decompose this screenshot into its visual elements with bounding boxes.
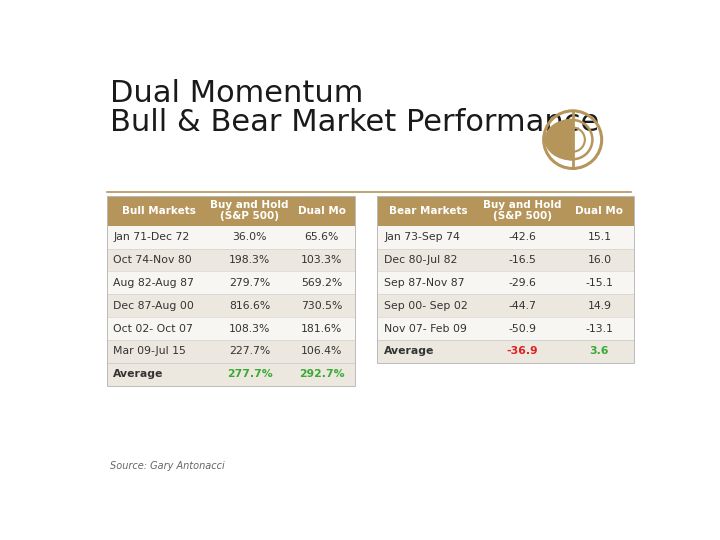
Text: Dec 80-Jul 82: Dec 80-Jul 82	[384, 255, 457, 265]
FancyBboxPatch shape	[107, 226, 355, 248]
Text: Sep 00- Sep 02: Sep 00- Sep 02	[384, 301, 468, 310]
Text: Jan 71-Dec 72: Jan 71-Dec 72	[114, 232, 189, 242]
Text: Buy and Hold
(S&P 500): Buy and Hold (S&P 500)	[210, 200, 289, 221]
Text: 65.6%: 65.6%	[305, 232, 338, 242]
Text: -44.7: -44.7	[508, 301, 536, 310]
Text: -36.9: -36.9	[507, 347, 539, 356]
Text: Source: Gary Antonacci: Source: Gary Antonacci	[109, 462, 225, 471]
Text: Average: Average	[384, 347, 434, 356]
Text: -42.6: -42.6	[508, 232, 536, 242]
Text: Jan 73-Sep 74: Jan 73-Sep 74	[384, 232, 460, 242]
Text: 816.6%: 816.6%	[229, 301, 270, 310]
Text: -16.5: -16.5	[508, 255, 536, 265]
Text: 569.2%: 569.2%	[301, 278, 342, 288]
Text: 730.5%: 730.5%	[301, 301, 342, 310]
Text: Average: Average	[114, 369, 164, 380]
FancyBboxPatch shape	[377, 226, 634, 248]
FancyBboxPatch shape	[377, 248, 634, 272]
FancyBboxPatch shape	[107, 317, 355, 340]
Text: 181.6%: 181.6%	[301, 323, 342, 334]
FancyBboxPatch shape	[107, 248, 355, 272]
FancyBboxPatch shape	[377, 272, 634, 294]
Text: Oct 02- Oct 07: Oct 02- Oct 07	[114, 323, 193, 334]
Text: Buy and Hold
(S&P 500): Buy and Hold (S&P 500)	[483, 200, 562, 221]
Text: Dual Mo: Dual Mo	[297, 206, 346, 216]
FancyBboxPatch shape	[107, 363, 355, 386]
Text: 227.7%: 227.7%	[229, 347, 270, 356]
Text: Oct 74-Nov 80: Oct 74-Nov 80	[114, 255, 192, 265]
Text: Aug 82-Aug 87: Aug 82-Aug 87	[114, 278, 194, 288]
FancyBboxPatch shape	[107, 294, 355, 317]
Text: 106.4%: 106.4%	[301, 347, 342, 356]
Text: Bull & Bear Market Performance: Bull & Bear Market Performance	[109, 109, 599, 138]
FancyBboxPatch shape	[377, 294, 634, 317]
Text: Dual Momentum: Dual Momentum	[109, 79, 363, 109]
Text: 198.3%: 198.3%	[229, 255, 270, 265]
Text: 103.3%: 103.3%	[301, 255, 342, 265]
Text: -50.9: -50.9	[508, 323, 536, 334]
Text: Bull Markets: Bull Markets	[122, 206, 196, 216]
Text: 14.9: 14.9	[588, 301, 611, 310]
Wedge shape	[544, 119, 572, 160]
Text: Dual Mo: Dual Mo	[575, 206, 624, 216]
Text: 15.1: 15.1	[588, 232, 611, 242]
FancyBboxPatch shape	[107, 272, 355, 294]
Text: 108.3%: 108.3%	[229, 323, 270, 334]
FancyBboxPatch shape	[107, 340, 355, 363]
FancyBboxPatch shape	[107, 196, 355, 226]
Text: 3.6: 3.6	[590, 347, 609, 356]
Text: Dec 87-Aug 00: Dec 87-Aug 00	[114, 301, 194, 310]
Text: 279.7%: 279.7%	[229, 278, 270, 288]
Text: Mar 09-Jul 15: Mar 09-Jul 15	[114, 347, 186, 356]
Text: -29.6: -29.6	[508, 278, 536, 288]
Text: 292.7%: 292.7%	[299, 369, 344, 380]
Text: Nov 07- Feb 09: Nov 07- Feb 09	[384, 323, 467, 334]
Text: 36.0%: 36.0%	[233, 232, 267, 242]
FancyBboxPatch shape	[377, 317, 634, 340]
Text: 16.0: 16.0	[588, 255, 611, 265]
FancyBboxPatch shape	[377, 196, 634, 226]
FancyBboxPatch shape	[377, 340, 634, 363]
Text: -15.1: -15.1	[585, 278, 613, 288]
Text: -13.1: -13.1	[585, 323, 613, 334]
Text: Bear Markets: Bear Markets	[390, 206, 468, 216]
Text: Sep 87-Nov 87: Sep 87-Nov 87	[384, 278, 464, 288]
Text: 277.7%: 277.7%	[227, 369, 272, 380]
